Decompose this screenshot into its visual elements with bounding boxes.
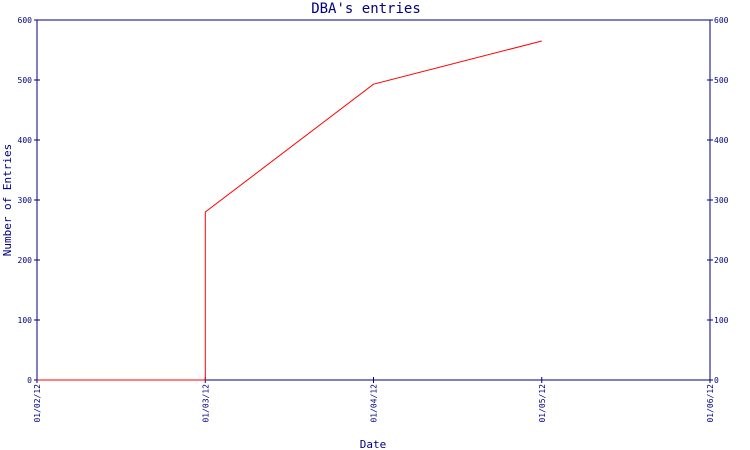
y-tick-label-left: 500: [18, 76, 33, 85]
plot-frame: [36, 19, 711, 381]
y-tick-label-right: 400: [714, 136, 729, 145]
y-tick-label-right: 500: [714, 76, 729, 85]
x-tick-label: 01/06/12: [706, 384, 715, 423]
y-tick-label-left: 100: [18, 316, 33, 325]
y-tick-label-right: 600: [714, 16, 729, 25]
y-tick-label-right: 200: [714, 256, 729, 265]
y-tick-label-right: 100: [714, 316, 729, 325]
x-axis-label: Date: [360, 438, 387, 450]
y-axis-label: Number of Entries: [1, 144, 14, 257]
x-tick-label: 01/03/12: [201, 384, 210, 423]
x-tick-label: 01/04/12: [370, 384, 379, 423]
y-tick-label-left: 300: [18, 196, 33, 205]
y-tick-label-left: 0: [27, 376, 32, 385]
x-tick-label: 01/05/12: [538, 384, 547, 423]
y-tick-label-right: 300: [714, 196, 729, 205]
axes: [36, 19, 711, 381]
x-tick-label: 01/02/12: [33, 384, 42, 423]
series: [37, 40, 542, 381]
series-line: [37, 40, 542, 381]
ticks: 0 0 100 100 200 200 300 300 400 400 500 500 600 600 01…: [18, 16, 729, 423]
y-tick-label-right: 0: [714, 376, 719, 385]
y-tick-label-left: 200: [18, 256, 33, 265]
y-tick-label-left: 400: [18, 136, 33, 145]
chart-title: DBA's entries: [311, 1, 421, 17]
y-tick-label-left: 600: [18, 16, 33, 25]
